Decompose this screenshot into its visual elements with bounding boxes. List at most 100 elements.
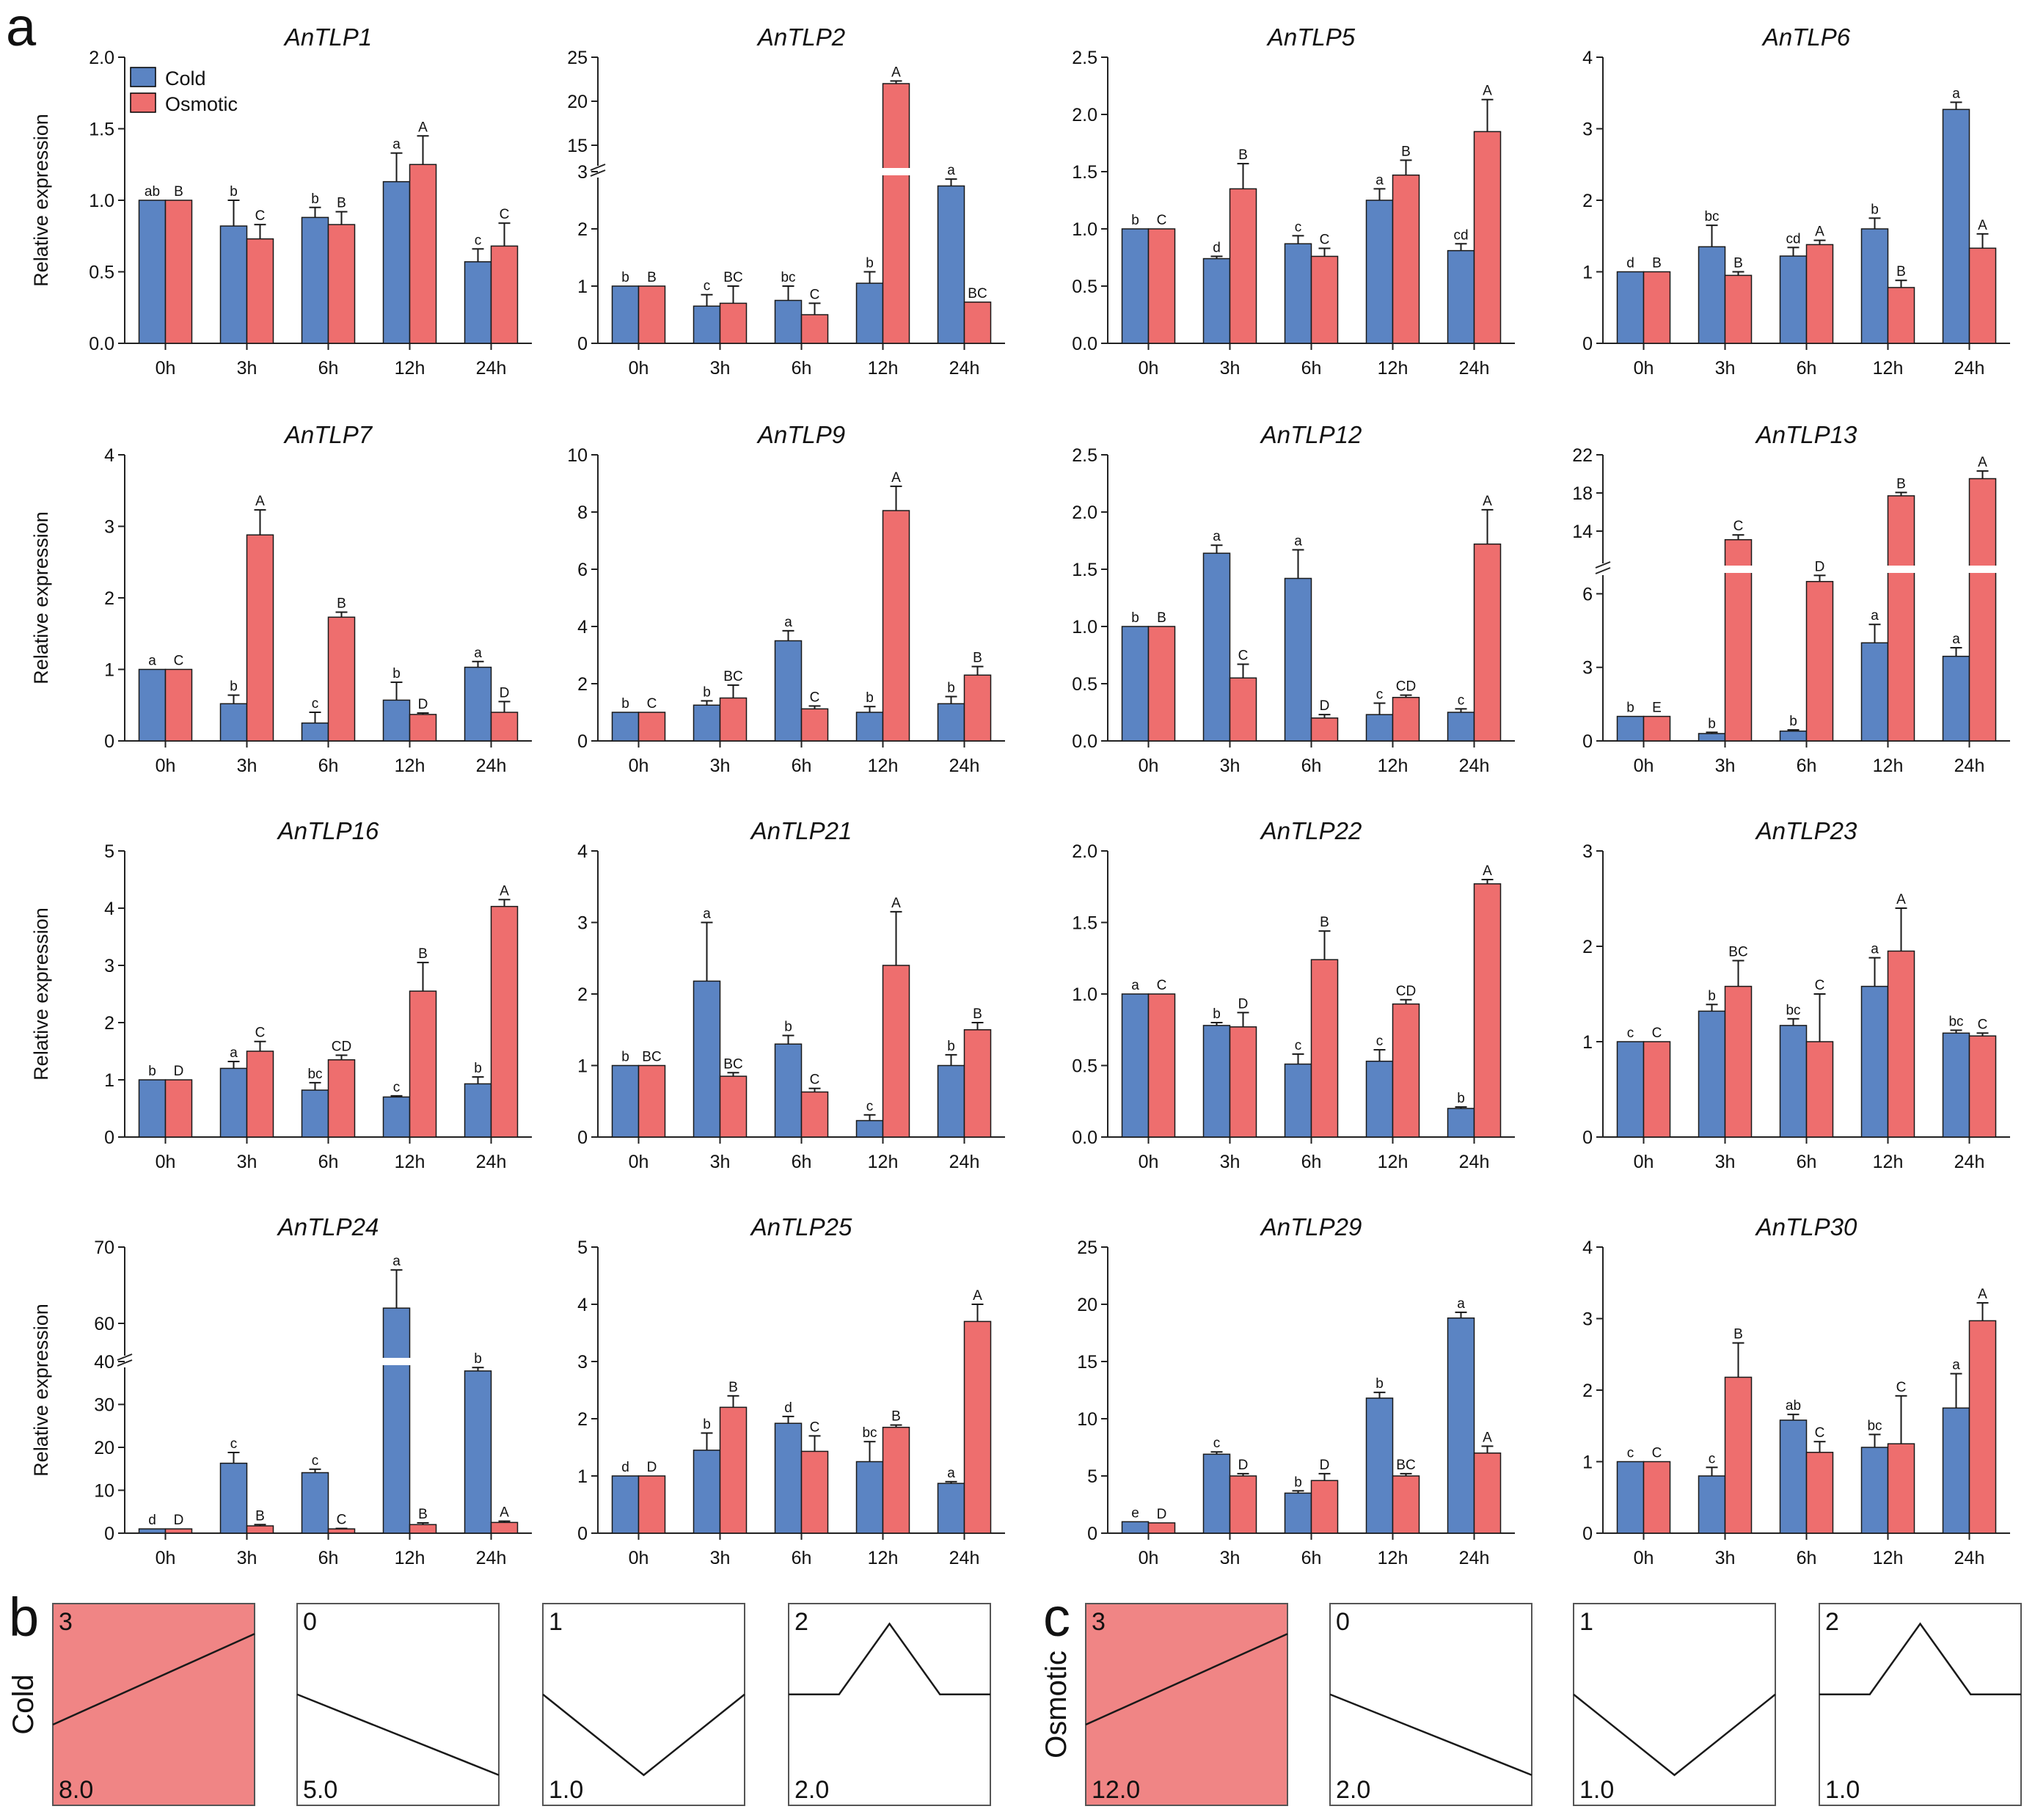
bar-break-gap [1887, 566, 1915, 573]
bar-cold [937, 1064, 965, 1138]
x-tick-label: 3h [1220, 1152, 1241, 1172]
significance-letter: C [1320, 233, 1330, 248]
x-tick-label: 3h [1715, 1548, 1736, 1568]
bar-cold [464, 1370, 492, 1534]
bar-break-gap [1724, 566, 1753, 573]
significance-letter: e [1131, 1505, 1139, 1521]
significance-letter: c [230, 1436, 238, 1452]
significance-letter: a [1294, 533, 1302, 549]
x-tick-label: 6h [792, 1152, 812, 1172]
significance-letter: C [500, 207, 510, 222]
bar-osmotic [963, 1320, 992, 1534]
y-tick-label: 20 [567, 92, 588, 112]
x-tick-label: 12h [1378, 1548, 1409, 1568]
significance-letter: a [392, 1254, 401, 1269]
significance-letter: b [1213, 1006, 1221, 1022]
significance-letter: B [1401, 144, 1411, 159]
significance-letter: D [1815, 559, 1825, 574]
significance-letter: b [866, 256, 874, 271]
panel-label-a: a [6, 0, 37, 57]
bar-osmotic [164, 1528, 193, 1534]
y-tick-label: 1.0 [89, 191, 114, 211]
y-tick-label: 3 [1582, 841, 1593, 862]
y-tick-label: 1.0 [1072, 984, 1097, 1005]
profile-line [52, 1633, 255, 1726]
chart-title: AnTLP22 [1260, 817, 1362, 844]
significance-letter: A [1483, 494, 1492, 509]
significance-letter: C [1815, 1425, 1825, 1441]
bar-cold [1860, 228, 1889, 344]
y-tick-label: 0 [1087, 1524, 1097, 1544]
x-tick-label: 0h [629, 1548, 649, 1568]
legend-label-cold: Cold [165, 67, 206, 89]
bar-osmotic [1724, 274, 1753, 344]
bar-cold [1284, 1063, 1312, 1138]
x-tick-label: 0h [156, 358, 176, 379]
bar-osmotic [1805, 580, 1834, 742]
bar-cold [855, 282, 884, 344]
bar-cold [1942, 1407, 1970, 1534]
bar-cold [1779, 1025, 1808, 1138]
significance-letter: D [1320, 1458, 1330, 1473]
chart-AnTLP9: AnTLP9 0 2 4 6 8 10 0h 3h 6h 12h 24h b b a b b C BC C A B [567, 421, 1005, 776]
chart-title: AnTLP1 [283, 23, 372, 51]
bar-cold [937, 1483, 965, 1534]
y-tick-label: 25 [1077, 1238, 1097, 1258]
significance-letter: a [1952, 632, 1960, 647]
y-tick-label: 10 [567, 445, 588, 466]
x-tick-label: 6h [1301, 1152, 1322, 1172]
bar-osmotic [1643, 715, 1671, 742]
y-tick-label: 4 [1582, 1238, 1593, 1258]
bar-cold [693, 1450, 721, 1534]
bar-osmotic [246, 1525, 274, 1534]
bar-osmotic [164, 1079, 193, 1138]
x-tick-label: 0h [1139, 1548, 1159, 1568]
x-tick-label: 3h [710, 1548, 731, 1568]
bar-cold [1365, 200, 1394, 344]
x-tick-label: 6h [318, 756, 339, 776]
bar-osmotic [164, 668, 193, 742]
y-tick-label: 1 [577, 1056, 588, 1077]
significance-letter: B [973, 1006, 982, 1022]
bar-osmotic [1229, 188, 1257, 344]
profile-id: 3 [1092, 1608, 1106, 1636]
y-tick-label: 0 [1582, 1524, 1593, 1544]
profile-line [1819, 1622, 2021, 1695]
legend-swatch-cold [130, 67, 156, 87]
bar-cold [301, 216, 329, 344]
profile-box [296, 1603, 500, 1806]
significance-letter: D [647, 1460, 657, 1475]
bar-cold [1284, 577, 1312, 742]
significance-letter: c [704, 279, 711, 294]
bar-cold [1942, 655, 1970, 742]
profile-id: 0 [1336, 1608, 1350, 1636]
x-tick-label: 24h [949, 756, 980, 776]
y-tick-label: 8 [577, 502, 588, 523]
y-tick-label: 10 [1077, 1409, 1097, 1430]
significance-letter: b [1131, 610, 1139, 626]
significance-letter: cd [1786, 231, 1800, 246]
significance-letter: C [1157, 978, 1167, 993]
bar-cold [1447, 1317, 1475, 1534]
significance-letter: a [1952, 86, 1960, 101]
y-tick-label: 3 [104, 517, 114, 538]
significance-letter: b [866, 690, 874, 706]
significance-letter: A [973, 1288, 982, 1304]
x-tick-label: 6h [318, 358, 339, 379]
x-tick-label: 0h [156, 1548, 176, 1568]
bar-cold [138, 1079, 167, 1138]
bar-osmotic [1643, 1041, 1671, 1138]
profile-box [788, 1603, 991, 1806]
bar-osmotic [963, 1029, 992, 1138]
bar-cold [1202, 1453, 1231, 1534]
x-tick-label: 0h [629, 1152, 649, 1172]
significance-letter: d [148, 1513, 156, 1528]
profile-line [542, 1693, 745, 1777]
bar-cold [219, 703, 248, 742]
bar-cold [1860, 985, 1889, 1138]
x-tick-label: 6h [1301, 358, 1322, 379]
significance-letter: C [255, 1026, 266, 1041]
x-tick-label: 12h [1378, 358, 1409, 379]
significance-letter: C [810, 1419, 820, 1435]
significance-letter: bc [1948, 1014, 1963, 1029]
